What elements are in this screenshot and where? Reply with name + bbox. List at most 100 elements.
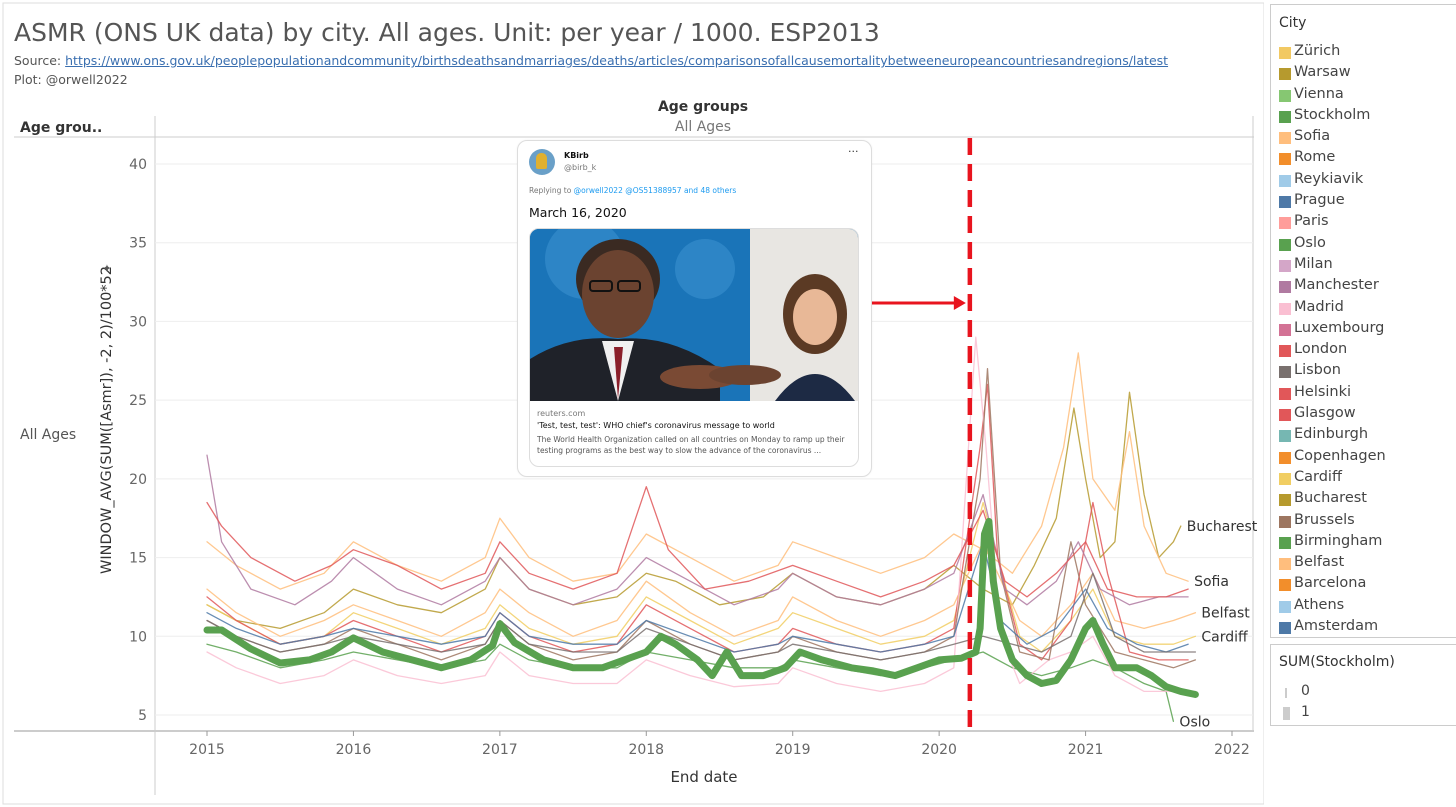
legend-swatch [1279, 345, 1291, 358]
legend-swatch [1279, 323, 1291, 336]
legend-item[interactable]: London [1271, 341, 1456, 362]
end-label: Cardiff [1201, 629, 1248, 645]
card-photo [530, 229, 858, 401]
chart-sheet: ASMR (ONS UK data) by city. All ages. Un… [2, 2, 1264, 805]
avatar[interactable] [529, 149, 555, 175]
series-line-manchester [206, 454, 1189, 606]
card-description: The World Health Organization called on … [537, 435, 845, 455]
x-tick-label: 2022 [1214, 742, 1250, 758]
legend-item[interactable]: Barcelona [1271, 575, 1456, 596]
legend-item[interactable]: Glasgow [1271, 405, 1456, 426]
legend-item[interactable]: Brussels [1271, 512, 1456, 533]
series-line-oslo [206, 643, 1175, 722]
legend-swatch [1279, 47, 1291, 59]
legend-list: Zürich Warsaw Vienna Stockholm Sofia Rome Reyk… [1271, 43, 1456, 639]
pin-icon[interactable]: ✦ [101, 263, 114, 272]
legend-label: Glasgow [1294, 405, 1356, 422]
link-card[interactable]: reuters.com 'Test, test, test': WHO chie… [529, 228, 859, 467]
legend-item[interactable]: Athens [1271, 597, 1456, 618]
y-tick-label: 35 [129, 236, 147, 252]
card-title[interactable]: 'Test, test, test': WHO chief's coronavi… [537, 421, 775, 430]
legend-item[interactable]: Zürich [1271, 43, 1456, 64]
age-group-column-header[interactable]: Age grou.. [20, 120, 103, 136]
tweet-author-handle[interactable]: @birb_k [564, 163, 597, 172]
series-layer [203, 336, 1199, 722]
row-label-all-ages: All Ages [20, 427, 77, 443]
source-link[interactable]: https://www.ons.gov.uk/peoplepopulationa… [65, 53, 1169, 68]
y-tick-label: 30 [129, 314, 147, 330]
legend-item[interactable]: Bucharest [1271, 490, 1456, 511]
plot-credit: Plot: @orwell2022 [14, 72, 128, 87]
legend-swatch [1279, 110, 1291, 123]
legend-label: Vienna [1294, 85, 1344, 102]
x-tick-label: 2018 [628, 742, 664, 758]
marker-arrow-head [953, 296, 966, 310]
series-line-amsterdam [206, 541, 1189, 653]
x-tick-label: 2015 [189, 742, 225, 758]
legend-swatch [1279, 558, 1291, 571]
card-photo-illustration [530, 229, 858, 401]
legend-item[interactable]: Paris [1271, 213, 1456, 234]
tweet-text: March 16, 2020 [529, 205, 627, 220]
legend-label: Helsinki [1294, 383, 1352, 400]
legend-item[interactable]: Birmingham [1271, 533, 1456, 554]
legend-swatch [1279, 387, 1291, 400]
legend-item[interactable]: Madrid [1271, 299, 1456, 320]
legend-item[interactable]: Oslo [1271, 235, 1456, 256]
reply-mentions[interactable]: @orwell2022 @OS51388957 and 48 others [573, 186, 737, 195]
age-groups-value: All Ages [674, 119, 732, 135]
legend-swatch [1279, 366, 1291, 379]
legend-item[interactable]: Warsaw [1271, 64, 1456, 85]
legend-label: Lisbon [1294, 362, 1341, 379]
legend-item[interactable]: Belfast [1271, 554, 1456, 575]
legend-label: Brussels [1294, 511, 1355, 528]
y-axis-ticks: 5 10 15 20 25 30 35 40 [129, 157, 147, 724]
legend-swatch [1279, 536, 1291, 549]
legend-label: Edinburgh [1294, 426, 1369, 443]
legend-item[interactable]: Sofia [1271, 128, 1456, 149]
legend-swatch [1279, 217, 1291, 230]
legend-label: Stockholm [1294, 106, 1371, 123]
legend-swatch [1279, 132, 1291, 145]
reply-prefix: Replying to [529, 186, 574, 195]
legend-item[interactable]: Milan [1271, 256, 1456, 277]
y-axis-title: WINDOW_AVG(SUM([Asmr]), -2, 2)/100*52 [99, 266, 115, 574]
legend-item[interactable]: Edinburgh [1271, 426, 1456, 447]
y-tick-label: 40 [129, 157, 147, 173]
x-tick-label: 2016 [336, 742, 372, 758]
series-line-belfast [206, 541, 1197, 637]
legend-item[interactable]: Copenhagen [1271, 448, 1456, 469]
legend-item[interactable]: Amsterdam [1271, 618, 1456, 639]
legend-item[interactable]: Reykiavik [1271, 171, 1456, 192]
legend-item[interactable]: Luxembourg [1271, 320, 1456, 341]
x-axis-title: End date [670, 768, 737, 786]
tweet-author-name[interactable]: KBirb [564, 151, 589, 160]
legend-label: Manchester [1294, 277, 1379, 294]
x-tick-label: 2021 [1068, 742, 1104, 758]
chart-frame [2, 2, 1264, 805]
legend-label: Luxembourg [1294, 319, 1385, 336]
legend-item[interactable]: Manchester [1271, 277, 1456, 298]
legend-item[interactable]: Rome [1271, 149, 1456, 170]
legend-label: Zürich [1294, 43, 1341, 59]
legend-item[interactable]: Lisbon [1271, 362, 1456, 383]
line-chart: 5 10 15 20 25 30 35 40 2015 2016 2017 2018 2019 2020… [2, 2, 1264, 805]
series-line-stockholm [203, 517, 1199, 698]
tweet-embed[interactable]: KBirb @birb_k ··· Replying to @orwell202… [517, 140, 872, 477]
more-options-icon[interactable]: ··· [848, 145, 859, 158]
legend-item[interactable]: Helsinki [1271, 384, 1456, 405]
legend-label: Bucharest [1294, 490, 1367, 507]
legend-item[interactable]: Cardiff [1271, 469, 1456, 490]
legend-item[interactable]: Prague [1271, 192, 1456, 213]
legend-label: Prague [1294, 192, 1345, 209]
size-legend-label: 1 [1301, 704, 1310, 720]
legend-item[interactable]: Vienna [1271, 86, 1456, 107]
age-groups-header: Age groups [657, 99, 749, 115]
size-mark-small [1285, 688, 1287, 698]
legend-item[interactable]: Stockholm [1271, 107, 1456, 128]
series-line-sofia [206, 352, 1189, 590]
legend-label: Paris [1294, 213, 1329, 230]
end-label: Oslo [1179, 714, 1210, 730]
city-legend: City Zürich Warsaw Vienna Stockholm Sofia Rom… [1270, 4, 1456, 638]
end-label: Sofia [1194, 574, 1229, 590]
